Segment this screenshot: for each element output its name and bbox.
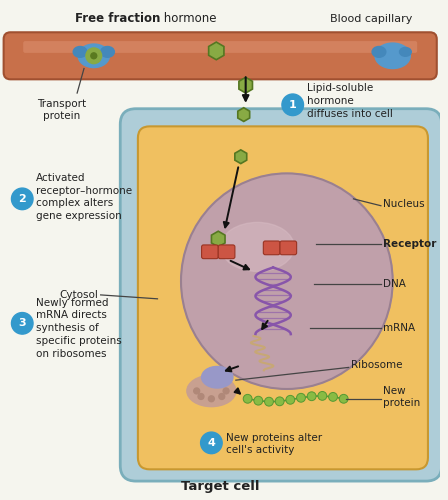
Ellipse shape [78, 44, 109, 68]
Circle shape [201, 432, 222, 454]
Polygon shape [239, 78, 253, 93]
FancyBboxPatch shape [218, 245, 235, 258]
Text: Free fraction: Free fraction [75, 12, 160, 25]
FancyBboxPatch shape [23, 41, 417, 53]
Circle shape [243, 394, 252, 403]
Ellipse shape [202, 366, 233, 388]
Circle shape [339, 394, 348, 403]
Circle shape [198, 394, 204, 400]
FancyBboxPatch shape [280, 241, 297, 254]
Circle shape [194, 388, 200, 394]
Circle shape [208, 396, 214, 402]
Text: hormone: hormone [160, 12, 217, 25]
Text: Newly formed
mRNA directs
synthesis of
specific proteins
on ribosomes: Newly formed mRNA directs synthesis of s… [36, 298, 122, 359]
Text: New proteins alter
cell's activity: New proteins alter cell's activity [226, 432, 322, 455]
Text: Transport
protein: Transport protein [37, 99, 86, 122]
Text: Activated
receptor–hormone
complex alters
gene expression: Activated receptor–hormone complex alter… [36, 172, 132, 221]
Text: Lipid-soluble
hormone
diffuses into cell: Lipid-soluble hormone diffuses into cell [307, 82, 393, 119]
Ellipse shape [73, 46, 87, 58]
Text: Cytosol: Cytosol [60, 290, 99, 300]
Circle shape [91, 53, 97, 59]
FancyBboxPatch shape [202, 245, 218, 258]
Text: New
protein: New protein [383, 386, 420, 408]
Polygon shape [238, 108, 250, 122]
Circle shape [12, 188, 33, 210]
Circle shape [254, 396, 263, 405]
Text: Blood capillary: Blood capillary [330, 14, 412, 24]
Ellipse shape [372, 46, 386, 58]
Circle shape [282, 94, 303, 116]
FancyBboxPatch shape [4, 32, 437, 80]
Text: 2: 2 [18, 194, 26, 204]
Polygon shape [211, 231, 225, 247]
Circle shape [265, 398, 273, 406]
Polygon shape [209, 42, 224, 60]
Circle shape [307, 392, 316, 400]
Circle shape [318, 392, 327, 400]
Ellipse shape [400, 48, 411, 56]
Circle shape [328, 392, 337, 402]
Text: 4: 4 [207, 438, 215, 448]
Circle shape [275, 397, 284, 406]
Ellipse shape [101, 46, 114, 58]
Ellipse shape [187, 376, 236, 406]
Circle shape [219, 394, 225, 400]
Text: mRNA: mRNA [383, 323, 415, 333]
FancyBboxPatch shape [120, 108, 442, 481]
Text: Target cell: Target cell [181, 480, 259, 494]
Text: Nucleus: Nucleus [383, 199, 425, 209]
FancyBboxPatch shape [138, 126, 428, 470]
Circle shape [223, 388, 229, 394]
FancyBboxPatch shape [263, 241, 280, 254]
Text: Receptor: Receptor [383, 239, 436, 249]
Ellipse shape [181, 174, 393, 389]
Circle shape [12, 312, 33, 334]
Circle shape [86, 48, 102, 64]
Circle shape [286, 396, 295, 404]
Circle shape [297, 394, 306, 402]
Polygon shape [235, 150, 247, 164]
Text: 3: 3 [18, 318, 26, 328]
Ellipse shape [221, 222, 294, 272]
Text: DNA: DNA [383, 279, 406, 289]
Text: 1: 1 [289, 100, 297, 110]
Ellipse shape [375, 43, 410, 68]
Text: Ribosome: Ribosome [350, 360, 402, 370]
